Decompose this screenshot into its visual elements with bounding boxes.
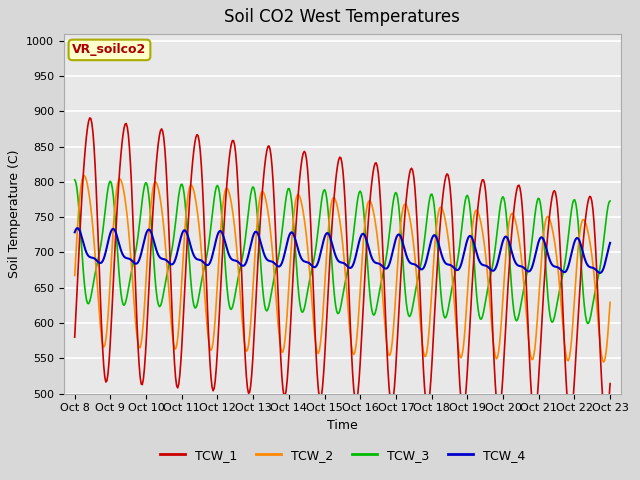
Line: TCW_4: TCW_4 bbox=[75, 228, 610, 273]
TCW_1 bbox=[511, 201, 518, 206]
TCW_2 bbox=[595, 321, 602, 326]
TCW_2 bbox=[330, 195, 337, 201]
TCW_3 bbox=[584, 321, 591, 326]
TCW_2 bbox=[326, 209, 334, 215]
TCW_4 bbox=[606, 240, 614, 246]
TCW_1 bbox=[606, 381, 614, 386]
TCW_2 bbox=[390, 312, 398, 318]
TCW_1 bbox=[602, 419, 610, 425]
TCW_1 bbox=[595, 304, 602, 310]
TCW_3 bbox=[328, 265, 336, 271]
TCW_2 bbox=[362, 215, 369, 220]
TCW_4 bbox=[74, 225, 82, 231]
Legend: TCW_1, TCW_2, TCW_3, TCW_4: TCW_1, TCW_2, TCW_3, TCW_4 bbox=[155, 444, 530, 467]
Y-axis label: Soil Temperature (C): Soil Temperature (C) bbox=[8, 149, 20, 278]
TCW_2 bbox=[511, 215, 518, 221]
TCW_3 bbox=[360, 216, 368, 222]
TCW_4 bbox=[595, 269, 602, 275]
Line: TCW_2: TCW_2 bbox=[75, 176, 610, 362]
TCW_4 bbox=[511, 258, 518, 264]
TCW_4 bbox=[596, 270, 604, 276]
Line: TCW_1: TCW_1 bbox=[75, 118, 610, 422]
TCW_3 bbox=[595, 274, 602, 279]
TCW_4 bbox=[362, 234, 369, 240]
TCW_1 bbox=[390, 384, 398, 390]
TCW_3 bbox=[71, 177, 79, 183]
TCW_1 bbox=[86, 115, 93, 121]
TCW_4 bbox=[326, 234, 334, 240]
Text: VR_soilco2: VR_soilco2 bbox=[72, 43, 147, 56]
X-axis label: Time: Time bbox=[327, 419, 358, 432]
TCW_1 bbox=[71, 334, 79, 340]
TCW_3 bbox=[606, 198, 614, 204]
TCW_2 bbox=[600, 359, 607, 365]
TCW_2 bbox=[71, 273, 79, 278]
TCW_3 bbox=[325, 219, 333, 225]
TCW_2 bbox=[606, 300, 614, 305]
TCW_4 bbox=[330, 245, 337, 251]
TCW_4 bbox=[71, 229, 79, 235]
TCW_3 bbox=[390, 198, 397, 204]
TCW_4 bbox=[390, 241, 398, 247]
TCW_2 bbox=[81, 173, 88, 179]
TCW_1 bbox=[326, 253, 334, 259]
TCW_3 bbox=[509, 306, 517, 312]
TCW_1 bbox=[362, 263, 369, 268]
TCW_1 bbox=[330, 204, 337, 210]
Line: TCW_3: TCW_3 bbox=[75, 180, 610, 324]
Title: Soil CO2 West Temperatures: Soil CO2 West Temperatures bbox=[225, 9, 460, 26]
